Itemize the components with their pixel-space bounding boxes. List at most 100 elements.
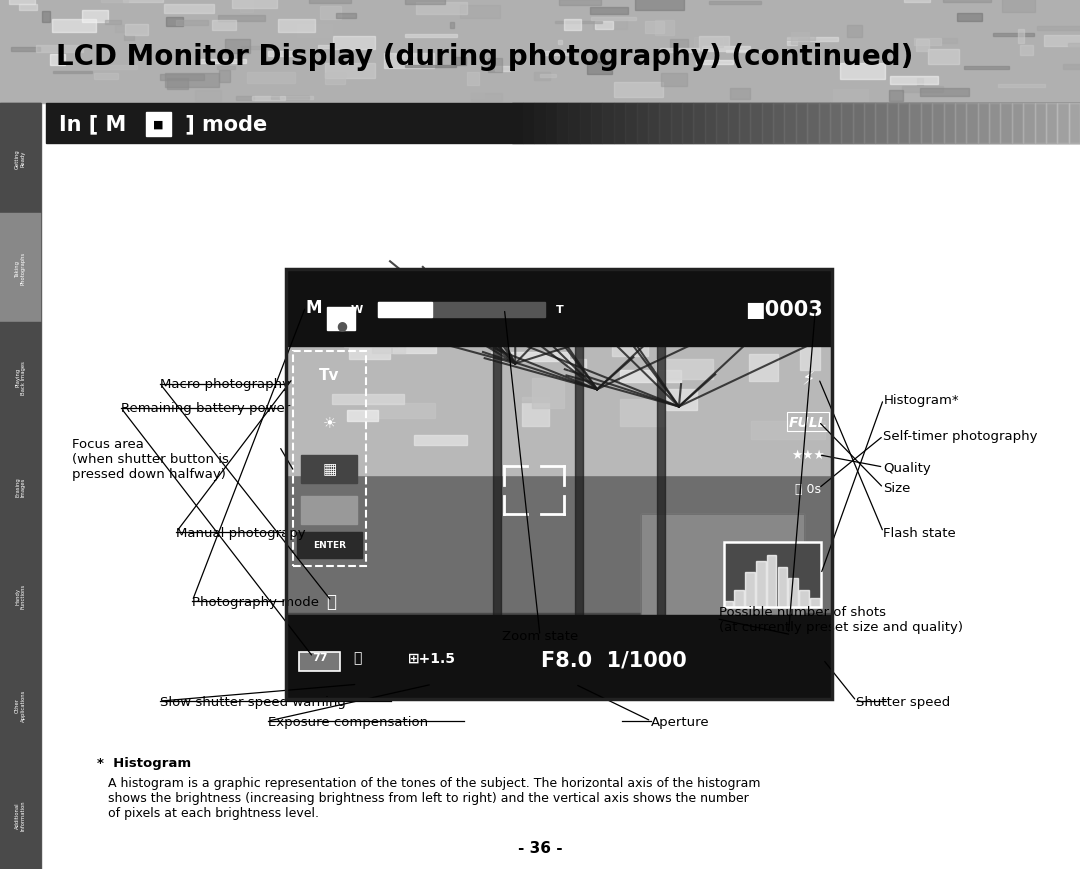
Bar [683,104,693,143]
Bar [467,73,478,86]
Bar [777,33,815,41]
Bar [564,20,581,31]
Bar [989,104,1000,143]
Bar [557,41,563,45]
Bar [414,435,468,445]
Bar [791,32,809,45]
Bar [540,75,556,77]
Bar [967,104,977,143]
Bar [640,514,805,622]
Bar [890,76,939,85]
Bar [160,75,204,81]
Bar [0,104,41,869]
Bar [917,79,922,86]
Text: *  Histogram: * Histogram [97,756,191,769]
Bar [656,360,713,380]
Bar [471,94,502,102]
Bar [933,63,940,75]
Bar [18,5,37,11]
Bar [166,18,184,27]
Bar [301,496,357,524]
Bar [734,590,744,607]
Bar [405,0,445,5]
Bar [705,104,716,143]
Bar [778,567,787,607]
Bar [724,601,733,607]
Bar [751,421,825,440]
Bar [280,96,313,100]
Bar [218,17,266,23]
Bar [819,104,829,143]
Bar [490,353,568,362]
Bar [767,555,777,607]
Bar [788,579,798,607]
Bar [405,66,456,68]
Bar [615,83,663,97]
Bar [165,74,218,88]
Bar [1018,30,1024,44]
Text: ⏱ 0s: ⏱ 0s [795,482,821,495]
Bar [1045,104,1057,143]
Bar [241,47,272,50]
Bar [309,0,351,4]
Bar [372,335,405,354]
Text: ⊞+1.5: ⊞+1.5 [408,650,456,665]
Bar [730,89,751,100]
Bar [345,328,397,348]
Bar [297,532,362,558]
Text: Taking
Photographs: Taking Photographs [15,251,26,285]
Bar [660,49,699,53]
Bar [269,52,293,57]
Bar [201,59,246,64]
Bar [773,104,784,143]
Bar [369,311,445,330]
Bar [94,74,119,80]
Bar [787,38,838,42]
Bar [0,322,41,432]
Bar [915,39,941,46]
Bar [50,56,65,66]
Bar [847,26,863,38]
Text: Handy
Functions: Handy Functions [15,583,26,608]
Bar [586,62,611,76]
Bar [1068,104,1080,143]
Bar [904,0,930,3]
Bar [297,25,333,37]
Text: ■0003: ■0003 [745,300,823,320]
Text: Macro photography: Macro photography [160,378,289,390]
Text: Focus area
(when shutter button is
pressed down halfway): Focus area (when shutter button is press… [72,437,229,481]
Bar [0,432,41,541]
Bar [320,7,341,20]
Text: ▦: ▦ [322,462,337,477]
Bar [237,96,254,101]
Text: T: T [556,304,564,315]
Bar [833,90,868,103]
Text: ■: ■ [153,119,163,129]
Bar [654,21,674,36]
Bar [576,338,583,648]
Text: Additional
Information: Additional Information [15,799,26,830]
Bar [694,38,724,48]
Bar [940,39,957,43]
Bar [955,104,967,143]
Bar [568,360,585,372]
Text: ENTER: ENTER [313,541,346,549]
Bar [286,269,832,700]
Bar [700,37,729,51]
Bar [278,21,314,33]
Bar [928,50,959,65]
Bar [405,35,457,37]
Bar [487,59,502,73]
Bar [0,214,41,322]
Bar [889,91,903,102]
Bar [921,104,932,143]
Bar [702,47,751,51]
Text: FULL: FULL [788,415,827,429]
Bar [460,5,500,19]
Bar [378,302,432,317]
Text: Remaining battery power: Remaining battery power [121,402,291,415]
Bar [350,336,390,360]
Bar [490,395,567,402]
Bar [106,21,121,25]
Bar [876,104,887,143]
